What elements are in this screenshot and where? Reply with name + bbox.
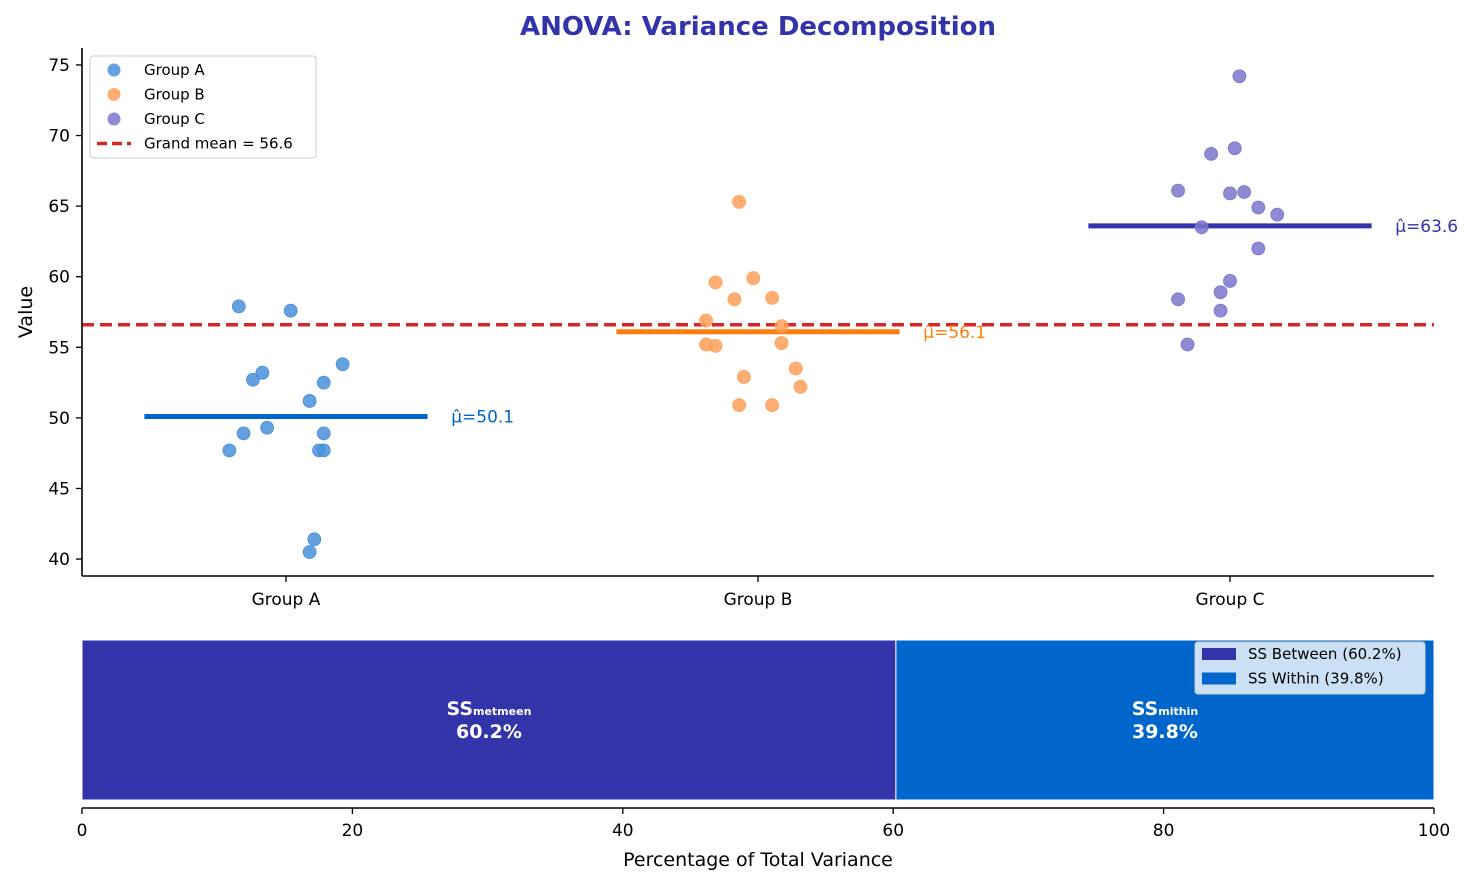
data-point — [307, 532, 322, 547]
data-point — [335, 357, 350, 372]
data-point — [708, 275, 723, 290]
legend-marker — [107, 63, 121, 77]
legend-marker — [107, 112, 121, 126]
bar-x-tick-label: 0 — [77, 821, 88, 841]
data-point — [699, 313, 713, 328]
scatter-panel: μ̂=50.1 μ̂=56.1 μ̂=63.6 40 45 50 55 60 65 70 75 Gr… — [15, 48, 1458, 610]
scatter-points — [222, 69, 1285, 559]
bar-axes: 0 20 40 60 80 100 — [77, 807, 1450, 841]
group-mean-lines: μ̂=50.1 μ̂=56.1 μ̂=63.6 — [144, 217, 1458, 427]
segment-percent: 60.2% — [456, 721, 522, 743]
y-tick-label: 40 — [48, 550, 70, 570]
y-tick-label: 70 — [48, 127, 70, 147]
segment-percent: 39.8% — [1132, 721, 1198, 743]
scatter-legend: Group A Group B Group C Grand mean = 56.6 — [89, 55, 317, 159]
legend-label: Group B — [144, 86, 205, 104]
y-tick-label: 50 — [48, 409, 70, 429]
x-tick-label: Group B — [724, 590, 793, 610]
data-point — [302, 545, 317, 559]
legend-marker — [107, 88, 121, 101]
bar-x-tick-label: 80 — [1153, 821, 1175, 841]
x-axis-label: Percentage of Total Variance — [623, 849, 893, 871]
legend-swatch — [1202, 672, 1236, 685]
data-point — [1213, 303, 1228, 318]
data-point — [727, 292, 742, 307]
legend-box — [89, 55, 317, 159]
data-point — [236, 426, 251, 441]
segment-label: SSmithin — [1132, 698, 1198, 720]
data-point — [1251, 200, 1266, 215]
group-mean-label: μ̂=63.6 — [1395, 217, 1458, 237]
bar-legend: SS Between (60.2%) SS Within (39.8%) — [1194, 641, 1426, 695]
bar-x-tick-label: 100 — [1418, 821, 1450, 841]
data-point — [774, 336, 789, 350]
data-point — [316, 443, 331, 458]
data-point — [1270, 207, 1285, 222]
variance-segment — [81, 639, 897, 801]
data-point — [1204, 146, 1219, 161]
y-tick-label: 55 — [48, 338, 70, 358]
data-point — [231, 299, 246, 314]
data-point — [1194, 220, 1209, 235]
data-point — [708, 338, 723, 353]
data-point — [765, 290, 780, 305]
x-tick-label: Group A — [252, 590, 321, 610]
data-point — [283, 303, 298, 318]
legend-label: Group C — [144, 110, 205, 128]
legend-label: Group A — [144, 61, 205, 79]
data-point — [1171, 183, 1185, 198]
data-point — [246, 372, 260, 387]
legend-label: Grand mean = 56.6 — [144, 135, 293, 153]
group-mean-label: μ̂=50.1 — [451, 407, 514, 427]
data-point — [222, 443, 237, 458]
bar-x-tick-label: 20 — [342, 821, 364, 841]
y-tick-label: 75 — [48, 56, 70, 76]
data-point — [732, 398, 747, 413]
legend-swatch — [1202, 648, 1236, 660]
data-point — [788, 361, 803, 376]
bar-x-tick-label: 60 — [882, 821, 904, 841]
legend-label: SS Within (39.8%) — [1248, 670, 1384, 688]
data-point — [1223, 274, 1237, 288]
data-point — [736, 370, 751, 384]
data-point — [774, 319, 789, 334]
bar-x-tick-label: 40 — [612, 821, 634, 841]
data-point — [1227, 141, 1242, 156]
data-point — [1171, 292, 1185, 307]
chart-title: ANOVA: Variance Decomposition — [520, 12, 996, 42]
data-point — [1251, 241, 1266, 256]
data-point — [765, 398, 780, 413]
data-point — [1223, 186, 1237, 201]
scatter-axes: 40 45 50 55 60 65 70 75 Group A Group B Group C — [48, 48, 1434, 610]
data-point — [316, 375, 331, 390]
data-point — [260, 420, 275, 435]
x-tick-label: Group C — [1195, 590, 1264, 610]
y-tick-label: 60 — [48, 268, 70, 288]
y-tick-label: 45 — [48, 479, 70, 499]
legend-label: SS Between (60.2%) — [1248, 645, 1402, 663]
data-point — [732, 194, 747, 209]
data-point — [1232, 69, 1247, 84]
data-point — [1237, 185, 1252, 199]
group-mean-label: μ̂=56.1 — [923, 323, 986, 343]
data-point — [316, 426, 331, 441]
legend-box — [1194, 641, 1426, 695]
data-point — [793, 379, 808, 394]
data-point — [255, 365, 270, 380]
y-axis-label: Value — [15, 286, 37, 338]
data-point — [1180, 337, 1195, 352]
y-tick-label: 65 — [48, 197, 70, 217]
data-point — [1213, 285, 1228, 300]
data-point — [302, 394, 317, 408]
data-point — [746, 271, 761, 286]
